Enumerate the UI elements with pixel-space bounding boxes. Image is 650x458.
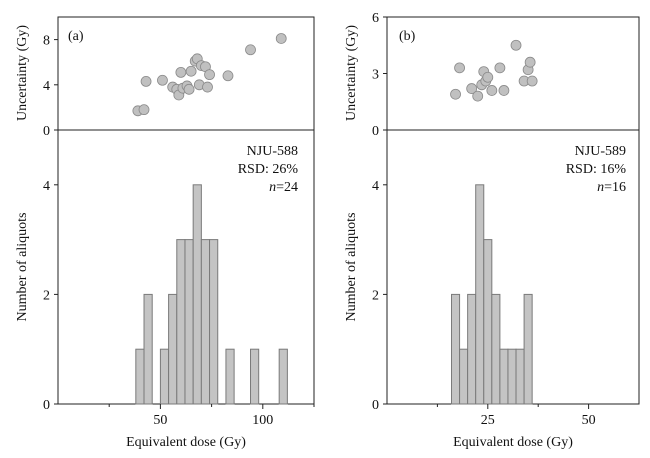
panel-a-xtick-label-1: 100 bbox=[252, 413, 273, 428]
panel-a-bar-8 bbox=[209, 239, 219, 405]
panel-b-point-2 bbox=[466, 83, 478, 94]
panel-a-bar-5 bbox=[184, 239, 194, 405]
panel-b-bar-5 bbox=[491, 293, 501, 405]
panel-b-point-8 bbox=[486, 85, 498, 96]
panel-b-bar-6 bbox=[499, 348, 509, 405]
panel-b-scatter-ytick-label-2: 6 bbox=[372, 11, 379, 26]
panel-a-hist-ytick-label-1: 2 bbox=[43, 288, 50, 303]
panel-a-point-21 bbox=[275, 33, 287, 44]
panel-b: 25 50 0 3 6 0 2 4 (b) NJU-589 RSD: 16% n=16 Equ… bbox=[344, 11, 640, 450]
panel-a-bar-11 bbox=[278, 348, 288, 405]
panel-a-bar-3 bbox=[168, 293, 178, 405]
panel-b-scatter bbox=[450, 39, 538, 102]
panel-a-hist-ytick-label-2: 4 bbox=[43, 179, 50, 194]
panel-a-bar-9 bbox=[225, 348, 235, 405]
panel-b-hist-ytick-label-0: 0 bbox=[372, 398, 379, 413]
panel-b-hist-ytick-label-2: 4 bbox=[372, 179, 379, 194]
panel-a-n-symbol: n bbox=[269, 180, 276, 195]
panel-b-point-11 bbox=[510, 39, 522, 51]
panel-a-n: n=24 bbox=[269, 180, 298, 195]
panel-b-hist-ylabel: Number of aliquots bbox=[344, 213, 359, 322]
panel-a-point-17 bbox=[202, 81, 213, 93]
panel-a-label: (a) bbox=[68, 29, 84, 44]
panel-a-point-19 bbox=[222, 70, 234, 82]
panel-a-xlabel: Equivalent dose (Gy) bbox=[126, 435, 246, 450]
panel-b-point-1 bbox=[454, 62, 465, 74]
panel-b-n-symbol: n bbox=[597, 180, 604, 195]
panel-b-point-0 bbox=[450, 88, 461, 100]
panel-b-label: (b) bbox=[399, 29, 416, 44]
panel-a-hist-ylabel: Number of aliquots bbox=[15, 213, 30, 322]
panel-a-point-2 bbox=[140, 76, 152, 87]
panel-a-rsd: RSD: 26% bbox=[238, 162, 299, 177]
panel-a-bar-0 bbox=[135, 348, 145, 405]
panel-b-point-7 bbox=[482, 71, 494, 83]
panel-a-scatter-ytick-label-1: 4 bbox=[43, 79, 50, 94]
panel-a-point-10 bbox=[183, 83, 195, 95]
panel-a-scatter bbox=[132, 33, 287, 117]
panel-a-bar-10 bbox=[250, 348, 260, 405]
panel-b-ticks: 25 50 0 3 6 0 2 4 bbox=[372, 11, 596, 428]
panel-b-point-3 bbox=[472, 90, 484, 102]
panel-b-bar-3 bbox=[475, 184, 485, 405]
panel-b-xtick-label-0: 25 bbox=[481, 413, 495, 428]
panel-b-xlabel: Equivalent dose (Gy) bbox=[453, 435, 573, 450]
panel-b-point-14 bbox=[524, 56, 536, 68]
panel-a-point-18 bbox=[204, 69, 215, 81]
panel-b-hist-ytick-label-1: 2 bbox=[372, 288, 379, 303]
panel-b-bar-4 bbox=[483, 239, 493, 405]
panel-b-xtick-label-1: 50 bbox=[582, 413, 596, 428]
panel-b-n: n=16 bbox=[597, 180, 626, 195]
panel-b-point-15 bbox=[526, 75, 538, 87]
panel-a-xtick-label-0: 50 bbox=[153, 413, 167, 428]
panel-a-scatter-ytick-label-2: 8 bbox=[43, 34, 50, 49]
panel-b-rsd: RSD: 16% bbox=[566, 162, 627, 177]
panel-b-sample: NJU-589 bbox=[575, 144, 626, 159]
panel-a-sample: NJU-588 bbox=[247, 144, 298, 159]
panel-b-scatter-ytick-label-1: 3 bbox=[372, 68, 379, 83]
panel-b-histogram bbox=[451, 184, 533, 405]
panel-b-n-value: =16 bbox=[604, 180, 626, 195]
panel-b-scatter-ytick-label-0: 0 bbox=[372, 124, 379, 139]
panel-a-point-1 bbox=[138, 104, 150, 116]
panel-a-bar-1 bbox=[143, 293, 153, 405]
panel-a-bar-2 bbox=[159, 348, 170, 405]
panel-a-scatter-ytick-label-0: 0 bbox=[43, 124, 50, 139]
panel-b-point-9 bbox=[494, 62, 506, 74]
panel-b-bar-0 bbox=[451, 293, 461, 405]
panel-a-point-3 bbox=[157, 74, 168, 86]
panel-a: 50 100 0 4 8 0 2 4 (a) NJU-588 RSD: 26% n=24 Eq… bbox=[15, 16, 315, 450]
panel-a-n-value: =24 bbox=[276, 180, 298, 195]
panel-b-bar-9 bbox=[523, 293, 533, 405]
panel-b-bar-1 bbox=[459, 348, 469, 405]
panel-b-point-10 bbox=[498, 85, 510, 96]
panel-b-bar-2 bbox=[467, 293, 477, 405]
panel-b-frame bbox=[386, 16, 640, 405]
panel-a-bar-6 bbox=[192, 184, 202, 405]
panel-a-hist-ytick-label-0: 0 bbox=[43, 398, 50, 413]
panel-b-bar-7 bbox=[507, 348, 517, 405]
panel-a-point-20 bbox=[245, 44, 256, 56]
panel-a-ticks: 50 100 0 4 8 0 2 4 bbox=[43, 34, 315, 428]
panel-a-scatter-ylabel: Uncertainty (Gy) bbox=[15, 25, 30, 121]
panel-a-point-11 bbox=[185, 65, 197, 77]
panel-a-point-7 bbox=[175, 66, 187, 78]
panel-b-bar-8 bbox=[515, 348, 525, 405]
panel-a-histogram bbox=[135, 184, 288, 405]
panel-b-scatter-ylabel: Uncertainty (Gy) bbox=[344, 25, 359, 121]
panel-a-bar-7 bbox=[200, 239, 211, 405]
panel-a-bar-4 bbox=[176, 239, 186, 405]
